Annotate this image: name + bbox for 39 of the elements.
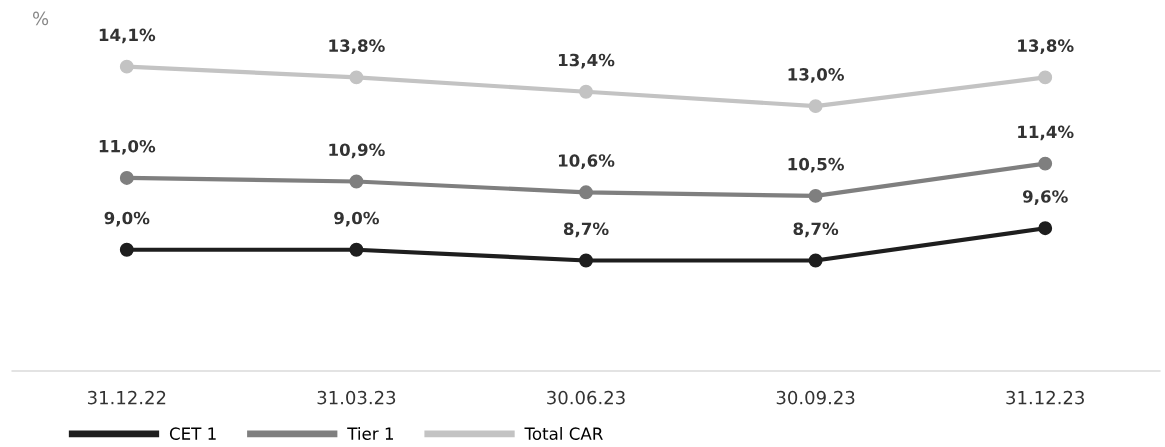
data-label: 10,6% [558,154,615,169]
x-tick-label: 31.03.23 [317,390,396,405]
point [579,185,593,200]
point [579,84,593,99]
data-label: 14,1% [99,28,156,44]
data-label: 13,4% [558,53,615,69]
legend-label: Tier 1 [347,427,393,440]
point [579,253,593,268]
data-label: 13,8% [1018,39,1074,55]
data-label: 10,5% [788,157,844,173]
point [349,174,364,189]
point [1038,156,1053,171]
data-label: 8,7% [793,222,839,238]
point [808,99,823,114]
x-tick-label: 31.12.23 [1006,390,1084,405]
legend-label: CET 1 [169,427,216,440]
data-label: 13,0% [788,68,844,83]
x-tick-label: 30.09.23 [776,390,855,405]
data-label: 8,7% [563,222,609,238]
data-label: 9,6% [1022,190,1068,205]
point [119,170,134,185]
point [349,70,364,85]
data-label: 11,0% [99,139,156,155]
x-tick-label: 31.12.22 [87,390,166,405]
point [119,59,134,74]
data-label: 9,0% [334,211,379,227]
point [119,242,134,257]
point [349,242,364,257]
data-label: 10,9% [329,143,385,159]
data-label: 11,4% [1018,125,1074,141]
data-label: 9,0% [104,211,150,227]
point [808,188,823,203]
point [1038,70,1053,85]
point [808,253,823,268]
data-label: 13,8% [329,39,385,55]
legend-label: Total CAR [524,427,603,440]
y-axis-title: % [33,11,49,26]
x-tick-label: 30.06.23 [547,390,625,405]
point [1038,221,1053,236]
